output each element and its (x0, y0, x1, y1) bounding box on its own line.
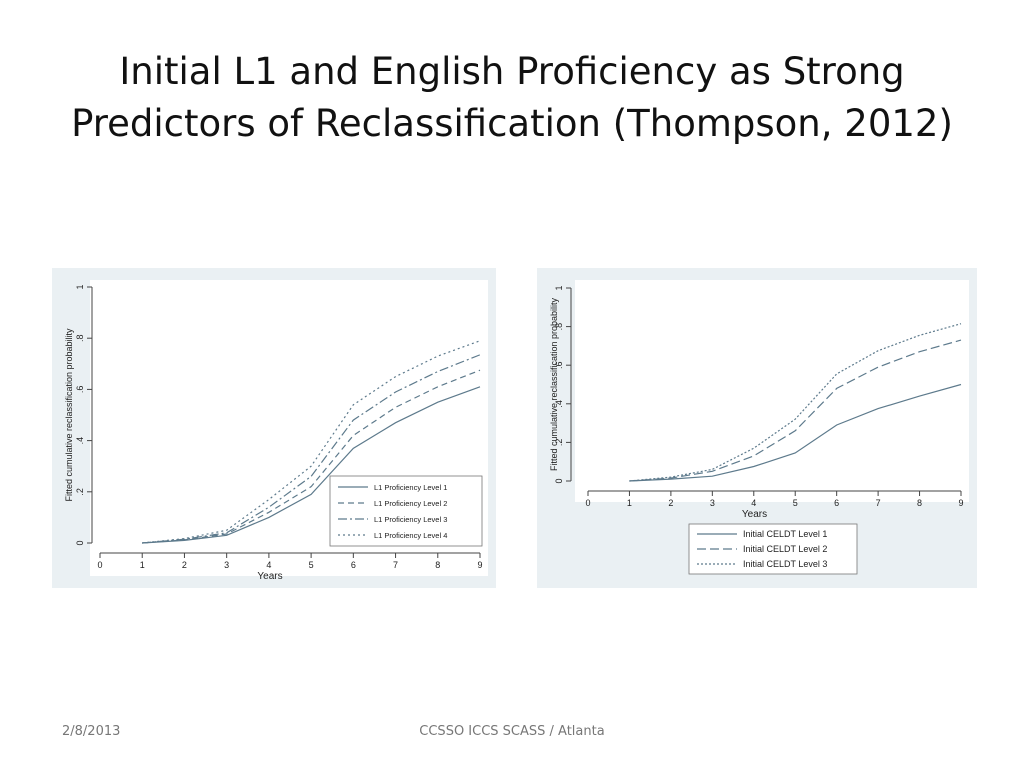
series-line-3 (142, 354, 481, 544)
x-tick-label: 8 (917, 498, 922, 508)
y-axis-title: Fitted cumulative reclassification proba… (64, 328, 74, 502)
chart-panel-celdt: 0 .2 .4 .6 .8 1 0 1 2 3 4 5 6 7 8 9 Years Fitted cumulati… (537, 268, 977, 588)
y-tick-label: .4 (75, 437, 85, 445)
y-tick-label: .8 (75, 334, 85, 342)
footer-date: 2/8/2013 (62, 724, 121, 739)
legend-box (329, 475, 483, 547)
chart-celdt: 0 .2 .4 .6 .8 1 0 1 2 3 4 5 6 7 8 9 Years Fitted cumulati… (549, 280, 969, 575)
x-tick-label: 7 (393, 560, 398, 570)
x-tick-label: 0 (585, 498, 590, 508)
y-tick-label: .2 (554, 439, 564, 447)
legend-label-1: Initial CELDT Level 1 (743, 529, 827, 539)
legend-label-3: Initial CELDT Level 3 (743, 559, 827, 569)
x-tick-label: 1 (627, 498, 632, 508)
series-line-2 (629, 339, 962, 482)
x-tick-label: 9 (958, 498, 963, 508)
x-axis-title: Years (742, 509, 767, 520)
y-tick-label: 1 (75, 284, 85, 289)
legend-label-2: Initial CELDT Level 2 (743, 544, 827, 554)
chart-l1-proficiency: 0 .2 .4 .6 .8 1 0 1 2 3 4 5 6 7 8 9 Years Fitted cumulati… (64, 280, 488, 582)
x-tick-label: 1 (140, 560, 145, 570)
series-line-3 (629, 323, 962, 482)
x-tick-label: 5 (793, 498, 798, 508)
series-line-1 (142, 386, 481, 544)
y-tick-label: 1 (554, 285, 564, 290)
x-tick-label: 5 (309, 560, 314, 570)
slide-title: Initial L1 and English Proficiency as St… (40, 46, 984, 150)
series-line-2 (142, 369, 481, 544)
y-tick-label: .6 (554, 361, 564, 369)
series-line-4 (142, 340, 481, 544)
footer-center-text: CCSSO ICCS SCASS / Atlanta (419, 724, 605, 739)
y-axis-title: Fitted cumulative reclassification proba… (549, 297, 559, 471)
y-tick-label: 0 (75, 540, 85, 545)
x-tick-label: 4 (266, 560, 271, 570)
x-tick-label: 2 (668, 498, 673, 508)
slide-title-line-2: Predictors of Reclassification (Thompson… (71, 102, 953, 145)
chart-panel-l1-proficiency: 0 .2 .4 .6 .8 1 0 1 2 3 4 5 6 7 8 9 Years Fitted cumulati… (52, 268, 496, 588)
legend-label-1: L1 Proficiency Level 1 (374, 483, 447, 492)
x-tick-label: 2 (182, 560, 187, 570)
x-tick-label: 7 (876, 498, 881, 508)
x-tick-label: 0 (97, 560, 102, 570)
slide-title-line-1: Initial L1 and English Proficiency as St… (119, 50, 905, 93)
x-tick-label: 6 (834, 498, 839, 508)
x-tick-label: 3 (224, 560, 229, 570)
y-tick-label: .8 (554, 323, 564, 331)
legend-label-2: L1 Proficiency Level 2 (374, 499, 447, 508)
x-tick-label: 3 (710, 498, 715, 508)
legend-label-3: L1 Proficiency Level 3 (374, 515, 447, 524)
x-tick-label: 8 (435, 560, 440, 570)
plot-area (575, 280, 969, 502)
x-tick-label: 6 (351, 560, 356, 570)
y-tick-label: .2 (75, 488, 85, 496)
x-axis-title: Years (257, 571, 282, 582)
y-tick-label: 0 (554, 478, 564, 483)
y-tick-label: .4 (554, 400, 564, 408)
legend-label-4: L1 Proficiency Level 4 (374, 531, 447, 540)
x-tick-label: 9 (477, 560, 482, 570)
series-line-1 (629, 383, 962, 482)
y-tick-label: .6 (75, 386, 85, 394)
x-tick-label: 4 (751, 498, 756, 508)
